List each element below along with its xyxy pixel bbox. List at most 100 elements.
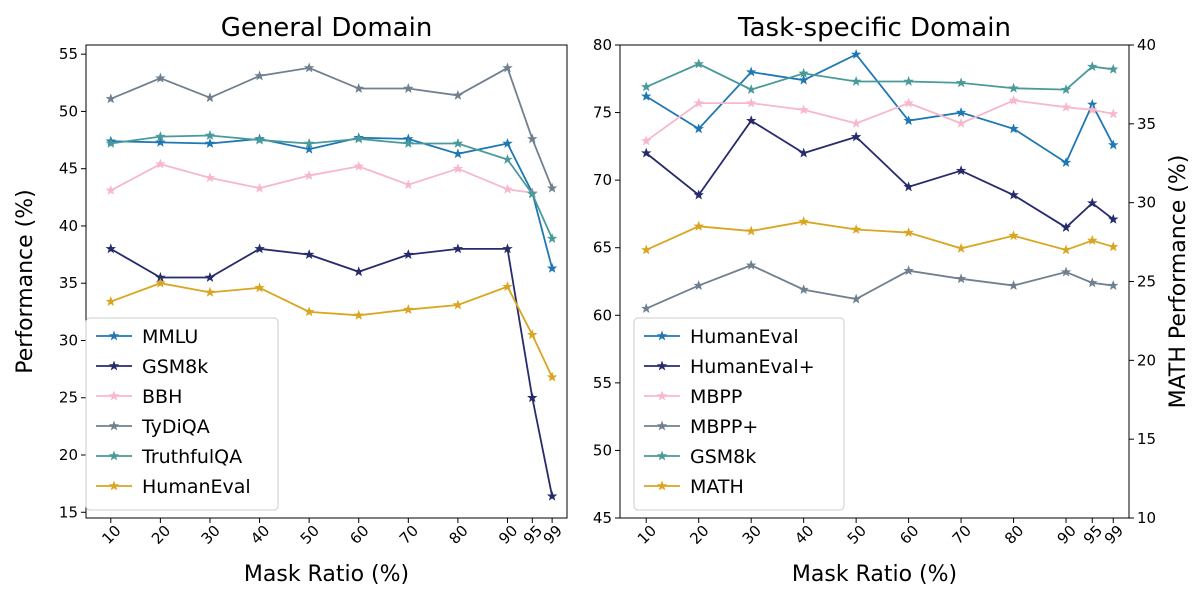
data-point	[303, 143, 315, 154]
data-point	[546, 233, 558, 243]
data-point	[502, 281, 513, 292]
data-point	[403, 138, 414, 148]
data-point	[155, 136, 166, 147]
data-point	[254, 282, 265, 293]
data-point	[1060, 157, 1072, 168]
y-tick-label: 25	[59, 389, 78, 407]
data-point	[798, 284, 809, 295]
legend-marker	[108, 420, 120, 431]
data-point	[693, 189, 704, 200]
data-point	[303, 62, 315, 73]
x-tick-label: 99	[1101, 522, 1127, 548]
data-point	[1108, 63, 1119, 74]
series-mbpp	[641, 259, 1119, 313]
data-point	[745, 115, 757, 126]
legend-marker	[656, 450, 668, 461]
data-point	[1108, 213, 1119, 224]
data-point	[903, 76, 914, 86]
data-point	[693, 123, 704, 134]
data-point	[204, 286, 216, 297]
y2-tick-label: 40	[1137, 36, 1156, 54]
legend-marker	[108, 480, 120, 491]
series-math	[641, 216, 1119, 255]
y2-tick-label: 20	[1137, 351, 1156, 369]
y-tick-label: 55	[593, 374, 612, 392]
data-point	[452, 163, 464, 174]
data-point	[745, 66, 757, 77]
x-axis-label: Mask Ratio (%)	[244, 562, 409, 587]
data-point	[105, 296, 117, 306]
data-point	[546, 490, 558, 501]
data-point	[546, 182, 558, 193]
data-point	[850, 48, 862, 59]
data-point	[850, 117, 862, 128]
legend-label: HumanEval	[690, 326, 799, 348]
data-point	[1087, 197, 1098, 208]
data-point	[155, 72, 166, 83]
data-point	[254, 134, 265, 145]
x-tick-label: 20	[686, 522, 712, 548]
x-tick-label: 99	[540, 522, 566, 548]
series-humaneval	[641, 48, 1119, 168]
data-point	[527, 133, 538, 144]
data-point	[502, 62, 513, 73]
legend-label: TyDiQA	[141, 416, 210, 438]
data-point	[1108, 280, 1119, 290]
x-tick-label: 30	[198, 522, 224, 548]
legend-label: MATH	[690, 476, 744, 498]
data-point	[1108, 139, 1119, 150]
y-tick-label: 35	[59, 274, 78, 292]
series-mbpp	[641, 94, 1119, 146]
data-point	[546, 371, 558, 382]
data-point	[1087, 277, 1098, 288]
data-point	[641, 135, 652, 146]
data-point	[204, 138, 216, 148]
data-point	[303, 306, 315, 317]
series-line	[645, 53, 1115, 164]
legend-label: GSM8k	[142, 356, 208, 378]
data-point	[527, 188, 538, 199]
y-tick-label: 80	[593, 36, 612, 54]
data-point	[254, 243, 265, 254]
y2-tick-label: 30	[1137, 194, 1156, 212]
data-point	[798, 74, 809, 85]
x-tick-label: 90	[1054, 522, 1080, 548]
data-point	[353, 160, 364, 171]
plot-frame	[619, 44, 1130, 519]
data-point	[527, 392, 538, 403]
legend-label: HumanEval	[142, 476, 251, 498]
x-tick-label: 10	[634, 522, 660, 548]
data-point	[1008, 280, 1019, 290]
legend-marker	[656, 390, 668, 401]
x-tick-label: 40	[247, 522, 273, 548]
data-point	[105, 93, 117, 104]
data-point	[353, 83, 364, 93]
legend-label: MMLU	[142, 326, 198, 348]
series-line	[645, 220, 1114, 251]
data-point	[745, 225, 757, 236]
data-point	[254, 70, 265, 81]
legend-marker	[108, 360, 120, 371]
legend-marker	[108, 330, 120, 341]
y2-tick-label: 35	[1137, 115, 1156, 133]
data-point	[502, 138, 513, 148]
data-point	[955, 117, 967, 128]
x-tick-label: 20	[148, 522, 174, 548]
series-line	[645, 62, 1114, 91]
data-point	[745, 259, 757, 270]
data-point	[1060, 221, 1072, 232]
data-point	[798, 104, 809, 115]
series-humaneval	[641, 115, 1119, 232]
x-tick-label: 60	[346, 522, 372, 548]
series-truthfulqa	[105, 130, 558, 243]
data-point	[105, 184, 117, 195]
legend-marker	[656, 360, 668, 371]
data-point	[353, 309, 364, 320]
y-tick-label: 50	[59, 102, 78, 120]
data-point	[452, 138, 464, 148]
series-gsm8k	[105, 243, 558, 501]
data-point	[955, 107, 967, 117]
y-tick-label: 45	[59, 160, 78, 178]
